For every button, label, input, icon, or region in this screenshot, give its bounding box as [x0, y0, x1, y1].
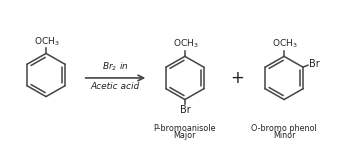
- Text: Br$_2$ in: Br$_2$ in: [102, 61, 129, 73]
- Text: OCH$_3$: OCH$_3$: [272, 38, 298, 50]
- Text: Major: Major: [174, 131, 196, 140]
- Text: Minor: Minor: [273, 131, 295, 140]
- Text: OCH$_3$: OCH$_3$: [34, 35, 60, 48]
- Text: P-bromoanisole: P-bromoanisole: [154, 124, 216, 134]
- Text: O-bromo phenol: O-bromo phenol: [251, 124, 317, 134]
- Text: +: +: [231, 69, 244, 87]
- Text: Br: Br: [180, 105, 190, 116]
- Text: Acetic acid: Acetic acid: [91, 82, 140, 91]
- Text: OCH$_3$: OCH$_3$: [173, 38, 199, 50]
- Text: Br: Br: [309, 59, 320, 69]
